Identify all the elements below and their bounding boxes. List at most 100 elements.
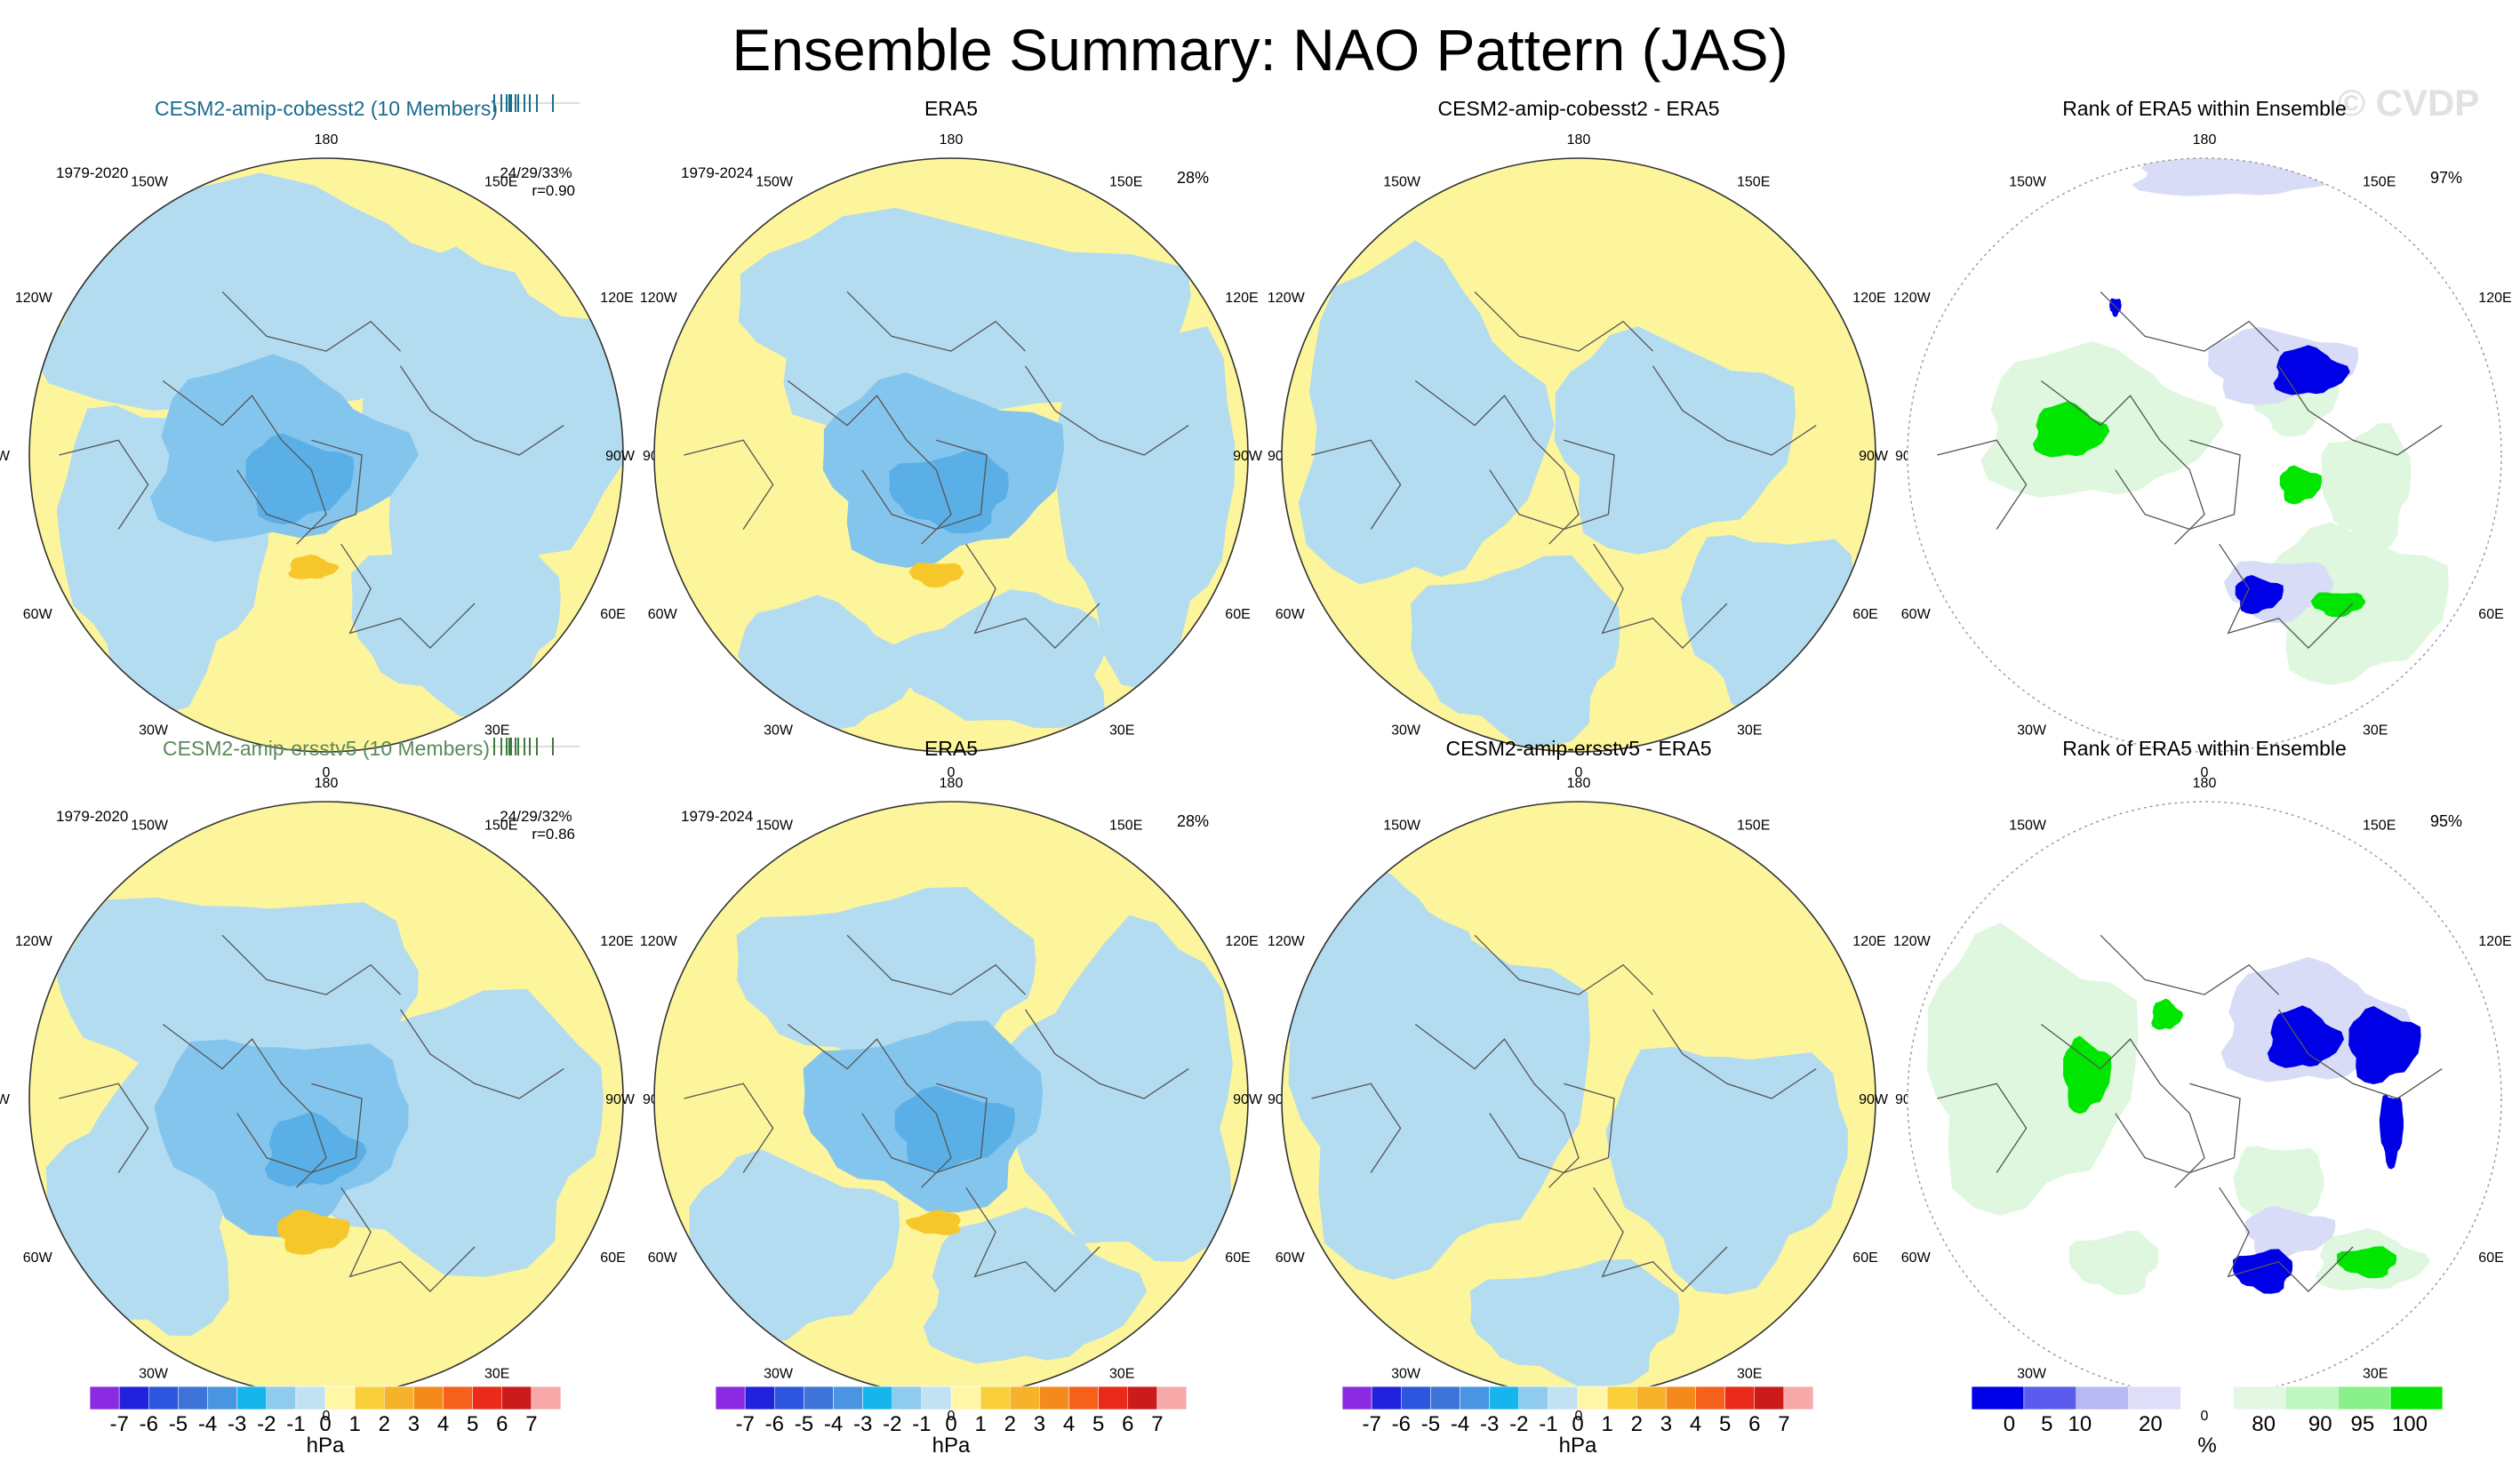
colorbar-tick: 0 bbox=[319, 1412, 331, 1436]
lon-label: 0 bbox=[948, 1409, 956, 1424]
colorbar-tick: 0 bbox=[2004, 1412, 2015, 1436]
colorbar-swatch bbox=[1518, 1386, 1549, 1410]
coastline bbox=[2277, 1009, 2443, 1099]
colorbar-tick: 20 bbox=[2139, 1412, 2163, 1436]
coastline bbox=[2115, 1083, 2241, 1174]
percent-label: 97% bbox=[2430, 169, 2462, 187]
rank-low bbox=[2379, 1094, 2404, 1170]
colorbar-hpa-3: -7 -6 -5 -4 -3 -2 -1 0 1 2 3 4 5 6 7 hPa bbox=[1341, 1386, 1814, 1458]
colorbar-tick: 1 bbox=[348, 1412, 360, 1436]
colorbar-tick: -7 bbox=[735, 1412, 754, 1436]
rank-top bbox=[2279, 465, 2323, 505]
lon-label: 60W bbox=[1901, 607, 1932, 622]
lon-label: 90W bbox=[605, 1092, 636, 1107]
coastline bbox=[1474, 291, 1653, 352]
lon-label: 30E bbox=[1109, 1366, 1134, 1381]
rank-top bbox=[2062, 1035, 2112, 1114]
lon-label: 120W bbox=[640, 934, 678, 949]
lon-label: 150W bbox=[756, 175, 794, 190]
colorbar-tick: -1 bbox=[286, 1412, 305, 1436]
lon-label: 60E bbox=[600, 1250, 625, 1266]
colorbar-tick: 3 bbox=[1660, 1412, 1672, 1436]
coastline bbox=[1593, 543, 1728, 650]
lon-label: 30E bbox=[484, 1366, 509, 1381]
lon-label: 150W bbox=[131, 175, 169, 190]
map-field bbox=[1282, 802, 1876, 1395]
field-negative-strong bbox=[245, 433, 355, 525]
colorbar-tick: 2 bbox=[1004, 1412, 1016, 1436]
lon-label: 60W bbox=[648, 607, 678, 622]
lon-label: 60E bbox=[1225, 607, 1250, 622]
period-label: 1979-2020 bbox=[56, 808, 128, 825]
field-negative-strong bbox=[264, 1111, 367, 1187]
panel-cobesst2-pattern: 180150E120E90E60E30E030W60W90W120W150WCE… bbox=[0, 94, 668, 780]
panel-ersstv5-pattern: 180150E120E90E60E30E030W60W90W120W150WCE… bbox=[0, 737, 668, 1424]
lon-label: 120W bbox=[1268, 934, 1306, 949]
colorbar-tick: -6 bbox=[140, 1412, 158, 1436]
lon-label: 150E bbox=[484, 175, 517, 190]
coastline bbox=[1652, 1009, 1817, 1099]
colorbar-swatch bbox=[443, 1386, 473, 1410]
panel-title: CESM2-amip-cobesst2 - ERA5 bbox=[1438, 97, 1720, 120]
lon-label: 0 bbox=[323, 1409, 331, 1424]
rank-top bbox=[2032, 401, 2110, 458]
coastline bbox=[684, 439, 774, 530]
lon-label: 60E bbox=[1852, 1250, 1877, 1266]
panel-rank-top: 180150E120E90E60E30E030W60W90W120W150WRa… bbox=[1859, 97, 2512, 780]
colorbar-label: % bbox=[2197, 1434, 2216, 1458]
colorbar-swatch bbox=[1489, 1386, 1519, 1410]
rank-top bbox=[2151, 998, 2184, 1030]
colorbar-tick: -2 bbox=[883, 1412, 901, 1436]
field-negative bbox=[688, 1149, 900, 1346]
rank-low bbox=[2273, 345, 2350, 395]
map-field bbox=[29, 802, 623, 1395]
colorbar-swatch bbox=[1010, 1386, 1040, 1410]
member-spread-bar bbox=[491, 738, 580, 755]
lon-label: 180 bbox=[940, 776, 964, 791]
colorbar-tick: 0 bbox=[945, 1412, 956, 1436]
colorbar-tick: 5 bbox=[1092, 1412, 1104, 1436]
lon-label: 30E bbox=[1737, 723, 1762, 738]
coastline bbox=[2040, 379, 2205, 545]
field-negative bbox=[1052, 318, 1236, 690]
colorbar-tick: 6 bbox=[1122, 1412, 1133, 1436]
colorbar-swatch bbox=[324, 1386, 356, 1410]
coastline bbox=[1474, 934, 1653, 995]
colorbar-tick: 4 bbox=[437, 1412, 449, 1436]
lon-label: 60W bbox=[1901, 1250, 1932, 1266]
colorbar-tick: -4 bbox=[824, 1412, 843, 1436]
coastline bbox=[1937, 439, 2028, 530]
colorbar-hpa-1: -7 -6 -5 -4 -3 -2 -1 0 1 2 3 4 5 6 7 hPa bbox=[89, 1386, 562, 1458]
coastline bbox=[1311, 439, 1402, 530]
lon-label: 120W bbox=[15, 934, 53, 949]
colorbar-swatch bbox=[980, 1386, 1011, 1410]
field-positive-strong bbox=[905, 1210, 961, 1235]
colorbar-tick: 4 bbox=[1690, 1412, 1701, 1436]
rank-low bbox=[2235, 575, 2284, 614]
period-label: 1979-2024 bbox=[681, 808, 753, 825]
lon-label: 0 bbox=[948, 765, 956, 780]
coastline bbox=[1937, 1083, 2028, 1173]
lon-label: 120E bbox=[1225, 934, 1258, 949]
map-border bbox=[1907, 801, 2502, 1396]
coastline bbox=[2219, 543, 2354, 650]
coastline bbox=[846, 934, 1026, 995]
pattern-corr: r=0.86 bbox=[532, 826, 575, 843]
colorbar-tick: -5 bbox=[795, 1412, 813, 1436]
colorbar-swatch bbox=[178, 1386, 208, 1410]
colorbar-tick: -3 bbox=[853, 1412, 872, 1436]
colorbar-tick: 6 bbox=[1748, 1412, 1760, 1436]
field-negative bbox=[999, 915, 1233, 1262]
percent-label: 28% bbox=[1177, 812, 1209, 830]
lon-label: 150E bbox=[1109, 175, 1142, 190]
colorbar-swatch bbox=[833, 1386, 863, 1410]
lon-label: 120W bbox=[1268, 291, 1306, 306]
colorbar-swatch bbox=[2233, 1386, 2286, 1410]
colorbar-tick: -7 bbox=[109, 1412, 128, 1436]
colorbar-swatch bbox=[921, 1386, 952, 1410]
lon-label: 90W bbox=[1233, 449, 1263, 464]
lon-label: 150W bbox=[756, 819, 794, 834]
colorbar-swatch bbox=[2180, 1386, 2234, 1410]
panel-era5-bottom: 180150E120E90E60E30E030W60W90W120W150WER… bbox=[605, 737, 1292, 1424]
lon-label: 60E bbox=[1225, 1250, 1250, 1266]
